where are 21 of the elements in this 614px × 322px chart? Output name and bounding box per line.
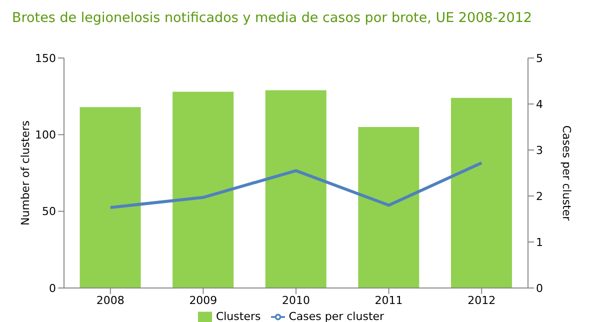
y-tick-label: 50 (42, 205, 56, 218)
line-series (108, 161, 484, 209)
legend-label: Clusters (216, 310, 261, 322)
x-tick-label: 2009 (189, 294, 218, 307)
y-axis-title: Number of clusters (18, 120, 32, 226)
y2-tick-label: 3 (536, 144, 543, 157)
legend-label: Cases per cluster (288, 310, 384, 322)
y2-tick-label: 1 (536, 236, 543, 249)
y2-tick-label: 0 (536, 282, 543, 295)
x-tick-label: 2012 (468, 294, 496, 307)
x-tick-label: 2011 (374, 294, 403, 307)
y2-axis-title: Cases per cluster (560, 125, 574, 222)
y-tick-label: 100 (35, 128, 56, 142)
y-tick-label: 150 (35, 52, 56, 65)
y2-tick-label: 2 (536, 190, 543, 203)
x-tick-label: 2008 (96, 294, 124, 307)
y2-tick-label: 4 (536, 98, 543, 111)
y-tick-label: 0 (49, 282, 56, 295)
chart-title: Brotes de legionelosis notificados y media de casos por brote, UE 2008-2012 (12, 10, 532, 26)
y2-tick-label: 5 (536, 52, 543, 65)
x-tick-label: 2010 (282, 294, 310, 307)
